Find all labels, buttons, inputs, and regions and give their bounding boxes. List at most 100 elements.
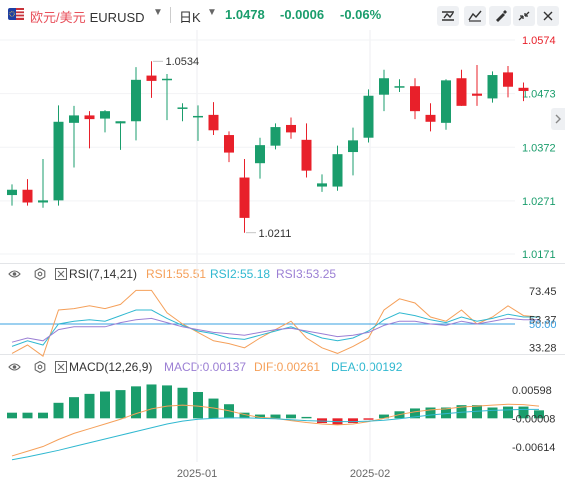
candle-body (270, 127, 281, 146)
macd-bar (534, 410, 544, 419)
macd-bar (22, 412, 33, 419)
draw-tool-icon (468, 10, 482, 22)
candle-body (208, 114, 219, 131)
x-tick-label: 2025-01 (177, 468, 217, 480)
rsi-series-line (11, 309, 539, 347)
macd-bar (379, 414, 389, 419)
candle-body (22, 189, 33, 203)
macd-bar (84, 393, 95, 419)
pair-symbol: EURUSD (89, 10, 145, 25)
candle-body (255, 145, 265, 164)
macd-label: MACD(12,26,9) (69, 360, 153, 374)
macd-bar (100, 391, 110, 419)
rsi3-value: RSI3:53.25 (276, 267, 337, 281)
indicator-settings-button[interactable] (437, 6, 459, 26)
macd-bar (332, 418, 343, 425)
scroll-right-button[interactable] (551, 108, 565, 130)
candle-body (224, 135, 234, 153)
macd-bar (38, 412, 48, 419)
chart-header: 欧元/美元 EURUSD ▼ 日K ▼ 1.0478 -0.0006 -0.06% (0, 0, 565, 30)
rsi-label: RSI(7,14,21) (69, 267, 138, 281)
macd-bar (208, 398, 219, 419)
settings-icon[interactable] (34, 268, 46, 280)
macd-bar (69, 397, 79, 419)
y-tick-label: 1.0372 (522, 142, 556, 154)
panel-divider (0, 354, 565, 355)
collapse-button[interactable] (513, 6, 535, 26)
eye-icon[interactable] (8, 268, 21, 280)
close-button[interactable] (537, 6, 559, 26)
candle-body (348, 140, 358, 153)
candle-body (487, 75, 498, 99)
macd-bar (162, 385, 172, 419)
symbol-selector[interactable]: 欧元/美元 EURUSD (30, 7, 145, 26)
macd-bar (7, 412, 17, 419)
macd-bar (115, 390, 126, 419)
candle-body (193, 115, 203, 118)
candle-body (7, 189, 17, 196)
candle-body (115, 121, 126, 124)
rsi-tick-label: 33.28 (529, 342, 557, 354)
indicator-icon (55, 361, 67, 373)
macd-bar (301, 416, 312, 419)
candle-body (131, 79, 141, 122)
candle-body (441, 80, 451, 123)
header-divider (170, 7, 171, 23)
y-tick-label: 1.0473 (522, 89, 556, 101)
candle-body (363, 95, 374, 138)
macd-bar (177, 387, 188, 419)
macd-bar (348, 418, 358, 424)
dif-value: DIF:0.00261 (254, 360, 321, 374)
symbol-dropdown-icon[interactable]: ▼ (153, 7, 163, 18)
candle-body (394, 86, 405, 88)
y-tick-label: 1.0271 (522, 196, 556, 208)
x-tick-label: 2025-02 (350, 468, 390, 480)
candle-body (100, 111, 110, 119)
settings-icon[interactable] (34, 361, 46, 373)
dea-value: DEA:0.00192 (331, 360, 403, 374)
rsi-series-line (11, 317, 539, 343)
pen-button[interactable] (489, 6, 511, 26)
indicator-settings-icon (442, 11, 454, 21)
macd-bar (286, 414, 296, 419)
panel-divider (0, 263, 565, 264)
candle-body (162, 78, 172, 81)
macd-bar (503, 406, 513, 419)
candle-body (53, 121, 64, 201)
high-annotation: 1.0534 (166, 56, 200, 68)
candle-body (84, 115, 95, 120)
candle-body (425, 114, 436, 122)
macd-bar (487, 407, 498, 419)
period-dropdown-icon[interactable]: ▼ (207, 7, 217, 18)
period-selector[interactable]: 日K (179, 10, 201, 25)
macd-tick-label: -0.00614 (512, 442, 555, 454)
candle-body (146, 75, 157, 81)
candle-body (177, 107, 188, 109)
rsi1-value: RSI1:55.51 (146, 267, 207, 281)
macd-bar (53, 402, 64, 419)
macd-tick-label: 0.00598 (512, 385, 552, 397)
draw-tool-button[interactable] (464, 6, 486, 26)
pen-icon (496, 10, 507, 22)
chevron-right-icon (555, 114, 561, 124)
low-annotation: 1.0211 (259, 228, 292, 240)
macd-bar (224, 404, 234, 419)
macd-bar (270, 414, 281, 419)
last-price: 1.0478 (225, 7, 265, 22)
candle-body (379, 78, 389, 95)
eye-icon[interactable] (8, 361, 21, 373)
rsi-tick-label: 50.00 (529, 319, 557, 331)
y-tick-label: 1.0171 (522, 249, 556, 261)
macd-series-line (11, 408, 539, 461)
rsi2-value: RSI2:55.18 (210, 267, 271, 281)
rsi-tick-label: 53.37 (529, 314, 557, 326)
macd-value: MACD:0.00137 (164, 360, 247, 374)
macd-series-line (11, 403, 540, 457)
collapse-icon (518, 11, 530, 21)
candle-body (472, 93, 482, 96)
macd-bar (146, 384, 157, 419)
indicator-icon (55, 268, 67, 280)
price-change: -0.0006 (280, 7, 325, 22)
macd-bar (472, 405, 482, 419)
